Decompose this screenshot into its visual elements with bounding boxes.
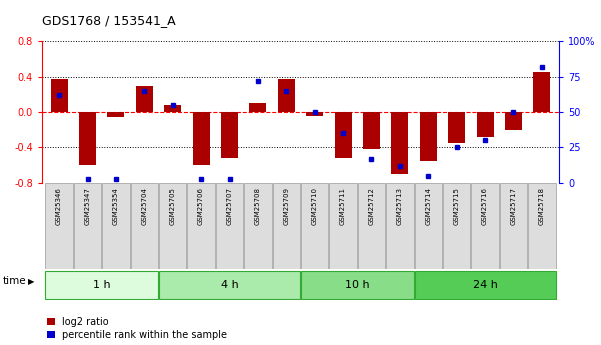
Bar bbox=[335, 112, 352, 158]
Legend: log2 ratio, percentile rank within the sample: log2 ratio, percentile rank within the s… bbox=[47, 317, 228, 340]
Bar bbox=[249, 103, 266, 112]
Bar bbox=[505, 112, 522, 130]
Text: GSM25712: GSM25712 bbox=[368, 187, 374, 225]
Text: ▶: ▶ bbox=[28, 277, 34, 286]
Bar bbox=[192, 112, 210, 165]
Text: GSM25716: GSM25716 bbox=[482, 187, 488, 225]
Bar bbox=[386, 183, 413, 269]
Bar bbox=[477, 112, 493, 137]
Bar bbox=[79, 112, 96, 165]
Bar bbox=[244, 183, 272, 269]
Bar bbox=[415, 183, 442, 269]
Bar bbox=[221, 112, 238, 158]
Text: GSM25717: GSM25717 bbox=[510, 187, 516, 225]
Text: time: time bbox=[3, 276, 26, 286]
Text: 10 h: 10 h bbox=[345, 280, 370, 289]
Text: 24 h: 24 h bbox=[472, 280, 498, 289]
Bar bbox=[102, 183, 130, 269]
Text: 4 h: 4 h bbox=[221, 280, 239, 289]
Bar bbox=[471, 183, 499, 269]
Text: GSM25354: GSM25354 bbox=[113, 187, 119, 225]
Text: GSM25706: GSM25706 bbox=[198, 187, 204, 225]
Text: GDS1768 / 153541_A: GDS1768 / 153541_A bbox=[42, 14, 175, 27]
Bar bbox=[130, 183, 158, 269]
Bar bbox=[74, 183, 101, 269]
Bar bbox=[164, 105, 182, 112]
Bar bbox=[448, 112, 465, 143]
Bar bbox=[528, 183, 555, 269]
Text: GSM25704: GSM25704 bbox=[141, 187, 147, 225]
Bar bbox=[443, 183, 471, 269]
Bar bbox=[419, 112, 437, 161]
Text: GSM25709: GSM25709 bbox=[283, 187, 289, 225]
Bar bbox=[159, 183, 186, 269]
Bar bbox=[301, 270, 413, 298]
Bar bbox=[188, 183, 215, 269]
Bar bbox=[216, 183, 243, 269]
Bar bbox=[415, 270, 555, 298]
Text: GSM25715: GSM25715 bbox=[454, 187, 460, 225]
Bar bbox=[363, 112, 380, 149]
Text: GSM25714: GSM25714 bbox=[426, 187, 432, 225]
Bar bbox=[46, 270, 158, 298]
Bar bbox=[306, 112, 323, 116]
Bar bbox=[159, 270, 300, 298]
Bar bbox=[136, 86, 153, 112]
Text: GSM25707: GSM25707 bbox=[227, 187, 233, 225]
Bar bbox=[301, 183, 328, 269]
Bar bbox=[533, 72, 551, 112]
Bar bbox=[500, 183, 527, 269]
Text: GSM25718: GSM25718 bbox=[539, 187, 545, 225]
Text: GSM25710: GSM25710 bbox=[312, 187, 318, 225]
Text: GSM25347: GSM25347 bbox=[85, 187, 91, 225]
Bar bbox=[273, 183, 300, 269]
Text: GSM25705: GSM25705 bbox=[169, 187, 175, 225]
Text: GSM25711: GSM25711 bbox=[340, 187, 346, 225]
Text: GSM25708: GSM25708 bbox=[255, 187, 261, 225]
Text: 1 h: 1 h bbox=[93, 280, 111, 289]
Bar bbox=[358, 183, 385, 269]
Bar bbox=[50, 79, 68, 112]
Bar bbox=[108, 112, 124, 117]
Bar bbox=[391, 112, 409, 174]
Bar bbox=[46, 183, 73, 269]
Text: GSM25713: GSM25713 bbox=[397, 187, 403, 225]
Text: GSM25346: GSM25346 bbox=[56, 187, 62, 225]
Bar bbox=[278, 79, 295, 112]
Bar bbox=[329, 183, 357, 269]
